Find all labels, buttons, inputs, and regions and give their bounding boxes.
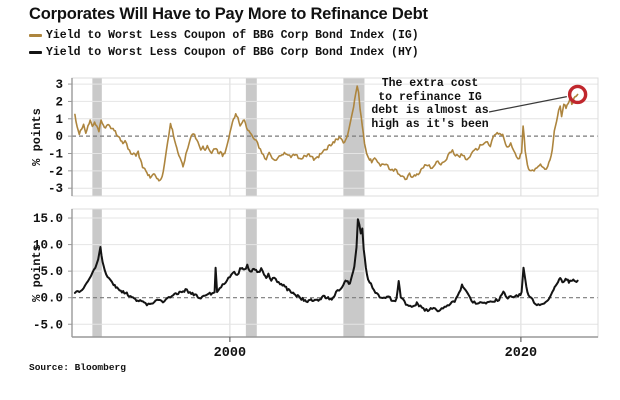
svg-text:-1: -1 (48, 147, 63, 161)
annotation-arrow (488, 96, 567, 113)
x-axis: 2000 2020 (72, 336, 598, 361)
svg-text:10.0: 10.0 (33, 239, 63, 253)
svg-text:5.0: 5.0 (40, 265, 63, 279)
svg-text:0.0: 0.0 (40, 292, 63, 306)
svg-text:2: 2 (55, 95, 63, 109)
bottom-panel: 15.0 10.0 5.0 0.0 -5.0 % points (30, 208, 599, 338)
chart-title: Corporates Will Have to Pay More to Refi… (29, 5, 428, 23)
top-panel: 3 2 1 0 -1 -2 -3 % points (30, 77, 599, 197)
annotation-line: high as it's been (371, 117, 489, 131)
svg-text:15.0: 15.0 (33, 212, 63, 226)
annotation-line: The extra cost (381, 77, 479, 90)
svg-text:-3: -3 (48, 182, 63, 196)
svg-text:% points: % points (30, 244, 44, 302)
svg-text:3: 3 (55, 78, 63, 92)
svg-text:-2: -2 (48, 165, 63, 179)
legend-item-ig: Yield to Worst Less Coupon of BBG Corp B… (29, 27, 419, 44)
highlight-circle-icon (567, 84, 588, 105)
legend-label-ig: Yield to Worst Less Coupon of BBG Corp B… (46, 29, 419, 42)
annotation: The extra cost to refinance IG debt is a… (364, 77, 496, 131)
svg-text:0: 0 (55, 130, 63, 144)
svg-text:2020: 2020 (505, 346, 537, 361)
legend-label-hy: Yield to Worst Less Coupon of BBG Corp B… (46, 46, 419, 59)
legend: Yield to Worst Less Coupon of BBG Corp B… (29, 27, 419, 61)
svg-text:-5.0: -5.0 (33, 318, 63, 332)
annotation-line: to refinance IG (378, 90, 482, 104)
legend-item-hy: Yield to Worst Less Coupon of BBG Corp B… (29, 44, 419, 61)
svg-text:% points: % points (30, 108, 44, 166)
source-label: Source: Bloomberg (29, 362, 126, 373)
ig-line-swatch-icon (29, 34, 42, 37)
svg-text:2000: 2000 (214, 346, 246, 361)
annotation-line: debt is almost as (371, 104, 489, 117)
svg-text:1: 1 (55, 113, 63, 127)
hy-line-swatch-icon (29, 51, 42, 54)
